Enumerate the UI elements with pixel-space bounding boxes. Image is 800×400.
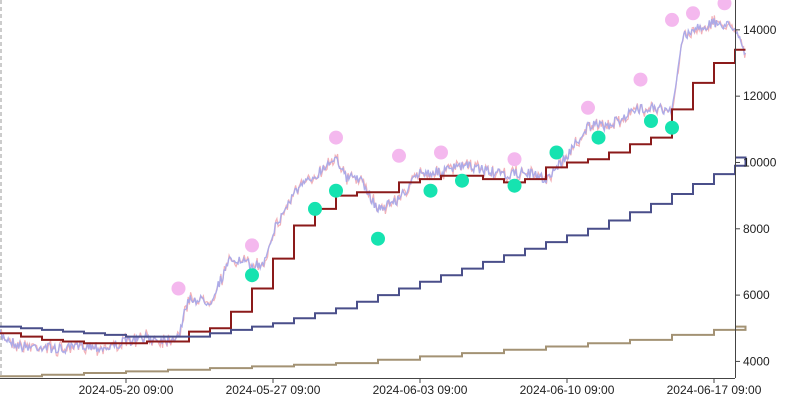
y-tick-label-5: 14000 <box>743 23 777 37</box>
y-tick-label-1: 6000 <box>743 288 770 302</box>
low-marker-0 <box>245 268 259 283</box>
high-marker-1 <box>245 238 259 253</box>
low-marker-2 <box>329 183 343 198</box>
high-marker-8 <box>665 12 679 27</box>
low-marker-5 <box>455 173 469 188</box>
high-marker-9 <box>686 6 700 21</box>
high-marker-10 <box>717 0 732 11</box>
low-marker-9 <box>644 114 658 128</box>
y-tick-label-2: 8000 <box>743 222 770 236</box>
step-line-2 <box>0 156 747 338</box>
x-tick-label-1: 2024-05-27 09:00 <box>226 383 321 397</box>
price-trace <box>0 18 746 355</box>
high-marker-0 <box>171 281 186 296</box>
axes-layer: 4000 6000 8000 10000 12000 14000 2024-05-20 09… <box>0 0 777 397</box>
x-tick-label-3: 2024-06-10 09:00 <box>520 383 615 397</box>
x-tick-label-4: 2024-06-17 09:00 <box>667 383 762 397</box>
high-marker-7 <box>633 72 648 87</box>
low-marker-4 <box>423 183 438 198</box>
low-marker-3 <box>371 231 385 246</box>
high-marker-3 <box>392 148 406 163</box>
price-trace-secondary <box>0 15 747 357</box>
high-marker-5 <box>507 152 522 167</box>
low-marker-10 <box>665 120 679 135</box>
y-tick-label-0: 4000 <box>743 354 770 368</box>
low-marker-8 <box>591 130 606 145</box>
series-layer <box>0 15 747 378</box>
y-tick-label-3: 10000 <box>743 155 777 169</box>
marker-layer <box>171 0 732 296</box>
x-tick-label-2: 2024-06-03 09:00 <box>373 383 468 397</box>
low-marker-1 <box>308 201 322 216</box>
step-line-3 <box>0 325 747 378</box>
step-line-1 <box>0 48 746 345</box>
high-marker-4 <box>434 145 448 160</box>
y-tick-label-4: 12000 <box>743 89 777 103</box>
x-tick-label-0: 2024-05-20 09:00 <box>79 383 174 397</box>
high-marker-6 <box>581 100 595 115</box>
low-marker-7 <box>549 145 564 160</box>
high-marker-2 <box>329 130 343 145</box>
low-marker-6 <box>507 178 522 193</box>
